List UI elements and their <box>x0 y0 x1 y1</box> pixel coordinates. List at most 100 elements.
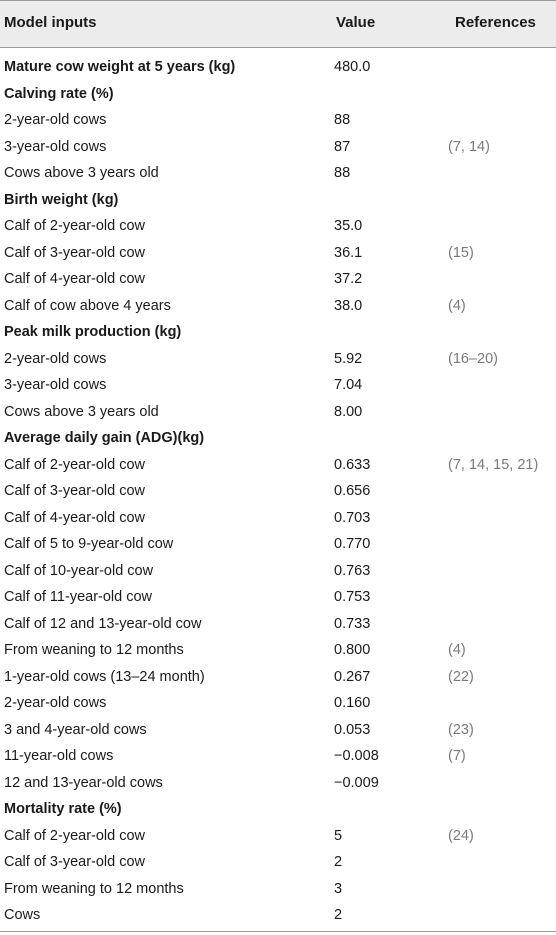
row-label: Calf of 10-year-old cow <box>4 562 154 579</box>
section-heading: Mature cow weight at 5 years (kg) <box>4 59 236 75</box>
row-value: 36.1 <box>334 244 363 261</box>
row-value: 0.053 <box>334 721 371 738</box>
section-heading: Calving rate (%) <box>4 85 114 102</box>
table-row: Calf of 11-year-old cow 0.753 <box>0 585 556 612</box>
table-row: Calf of 2-year-old cow 5 (24) <box>0 824 556 851</box>
section-heading: Average daily gain (ADG)(kg) <box>4 430 205 446</box>
table-row: Calf of 10-year-old cow 0.763 <box>0 559 556 586</box>
row-reference: (16–20) <box>448 350 498 367</box>
section-row: Peak milk production (kg) <box>0 320 556 347</box>
table-row: Cows above 3 years old 8.00 <box>0 400 556 427</box>
table-row: Calf of 4-year-old cow 0.703 <box>0 506 556 533</box>
row-value: 35.0 <box>334 218 363 234</box>
row-label: Cows above 3 years old <box>4 165 159 181</box>
row-label: From weaning to 12 months <box>4 880 184 897</box>
row-value: 0.733 <box>334 615 371 632</box>
row-label: Calf of 3-year-old cow <box>4 244 146 261</box>
table-row: Calf of 3-year-old cow 2 <box>0 850 556 877</box>
row-label: 3-year-old cows <box>4 377 107 393</box>
row-reference: (22) <box>448 668 474 685</box>
row-value: −0.009 <box>334 774 379 791</box>
row-label: 2-year-old cows <box>4 112 107 128</box>
row-label: Calf of 2-year-old cow <box>4 456 146 473</box>
row-label: 12 and 13-year-old cows <box>4 774 163 791</box>
row-value: 2 <box>334 907 343 923</box>
row-reference: (7, 14) <box>448 138 490 155</box>
row-reference: (24) <box>448 827 474 844</box>
table-row: Calf of 5 to 9-year-old cow 0.770 <box>0 532 556 559</box>
row-value: 0.633 <box>334 456 371 473</box>
row-value: 3 <box>334 880 343 897</box>
table-row: Calf of cow above 4 years 38.0 (4) <box>0 294 556 321</box>
bottom-rule <box>0 931 556 932</box>
row-label: Calf of 4-year-old cow <box>4 271 146 287</box>
row-reference: (23) <box>448 721 474 738</box>
row-value: 0.703 <box>334 509 371 526</box>
row-label: 11-year-old cows <box>4 748 114 764</box>
row-label: Calf of 3-year-old cow <box>4 854 146 870</box>
row-value: −0.008 <box>334 748 379 764</box>
row-label: 3 and 4-year-old cows <box>4 721 147 738</box>
table-row: Calf of 2-year-old cow 35.0 <box>0 214 556 241</box>
row-value: 0.160 <box>334 695 371 711</box>
row-value: 38.0 <box>334 297 363 314</box>
table-row: Calf of 2-year-old cow 0.633 (7, 14, 15, 2… <box>0 453 556 480</box>
header-value: Value <box>336 14 376 31</box>
table-row: 12 and 13-year-old cows −0.009 <box>0 771 556 798</box>
row-value: 7.04 <box>334 377 363 393</box>
row-value: 87 <box>334 138 351 155</box>
table-row: 11-year-old cows −0.008 (7) <box>0 744 556 771</box>
row-value: 8.00 <box>334 403 363 420</box>
row-label: Cows <box>4 907 41 923</box>
table-row: Calf of 12 and 13-year-old cow 0.733 <box>0 612 556 639</box>
row-value: 88 <box>334 165 351 181</box>
row-label: Cows above 3 years old <box>4 403 159 420</box>
section-row: Calving rate (%) <box>0 82 556 109</box>
table-row: Calf of 3-year-old cow 0.656 <box>0 479 556 506</box>
table-header: Model inputs Value References <box>0 0 556 48</box>
section-row: Average daily gain (ADG)(kg) <box>0 426 556 453</box>
table-row: Calf of 4-year-old cow 37.2 <box>0 267 556 294</box>
table-row: Cows above 3 years old 88 <box>0 161 556 188</box>
table-row: 1-year-old cows (13–24 month) 0.267 (22) <box>0 665 556 692</box>
row-value: 0.753 <box>334 589 371 605</box>
section-row: Mature cow weight at 5 years (kg) 480.0 <box>0 55 556 82</box>
row-label: Calf of 4-year-old cow <box>4 509 146 526</box>
header-model-inputs: Model inputs <box>4 14 97 31</box>
table-row: Calf of 3-year-old cow 36.1 (15) <box>0 241 556 268</box>
row-value: 0.770 <box>334 536 371 552</box>
row-value: 0.267 <box>334 668 371 685</box>
section-row: Mortality rate (%) <box>0 797 556 824</box>
table-row: 2-year-old cows 5.92 (16–20) <box>0 347 556 374</box>
row-label: Calf of cow above 4 years <box>4 297 171 314</box>
row-label: Calf of 12 and 13-year-old cow <box>4 615 202 632</box>
table-row: 3-year-old cows 87 (7, 14) <box>0 135 556 162</box>
row-label: 3-year-old cows <box>4 138 107 155</box>
row-label: Calf of 2-year-old cow <box>4 827 146 844</box>
row-label: 2-year-old cows <box>4 695 107 711</box>
header-spacer <box>0 48 556 55</box>
table-row: 2-year-old cows 88 <box>0 108 556 135</box>
row-label: 2-year-old cows <box>4 350 107 367</box>
row-reference: (7, 14, 15, 21) <box>448 456 539 473</box>
section-heading: Peak milk production (kg) <box>4 324 182 340</box>
row-value: 0.763 <box>334 562 371 579</box>
row-label: From weaning to 12 months <box>4 642 184 658</box>
row-value: 0.656 <box>334 483 371 499</box>
row-label: 1-year-old cows (13–24 month) <box>4 668 205 685</box>
table-row: 2-year-old cows 0.160 <box>0 691 556 718</box>
row-label: Calf of 5 to 9-year-old cow <box>4 536 174 552</box>
row-reference: (4) <box>448 642 466 658</box>
section-row: Birth weight (kg) <box>0 188 556 215</box>
row-reference: (7) <box>448 748 466 764</box>
table-row: From weaning to 12 months 3 <box>0 877 556 904</box>
row-value: 5.92 <box>334 350 363 367</box>
table-row: Cows 2 <box>0 903 556 930</box>
row-value: 0.800 <box>334 642 371 658</box>
section-heading: Birth weight (kg) <box>4 191 119 208</box>
table-row: From weaning to 12 months 0.800 (4) <box>0 638 556 665</box>
row-value: 2 <box>334 854 343 870</box>
row-value: 5 <box>334 827 343 844</box>
row-reference: (15) <box>448 244 474 261</box>
